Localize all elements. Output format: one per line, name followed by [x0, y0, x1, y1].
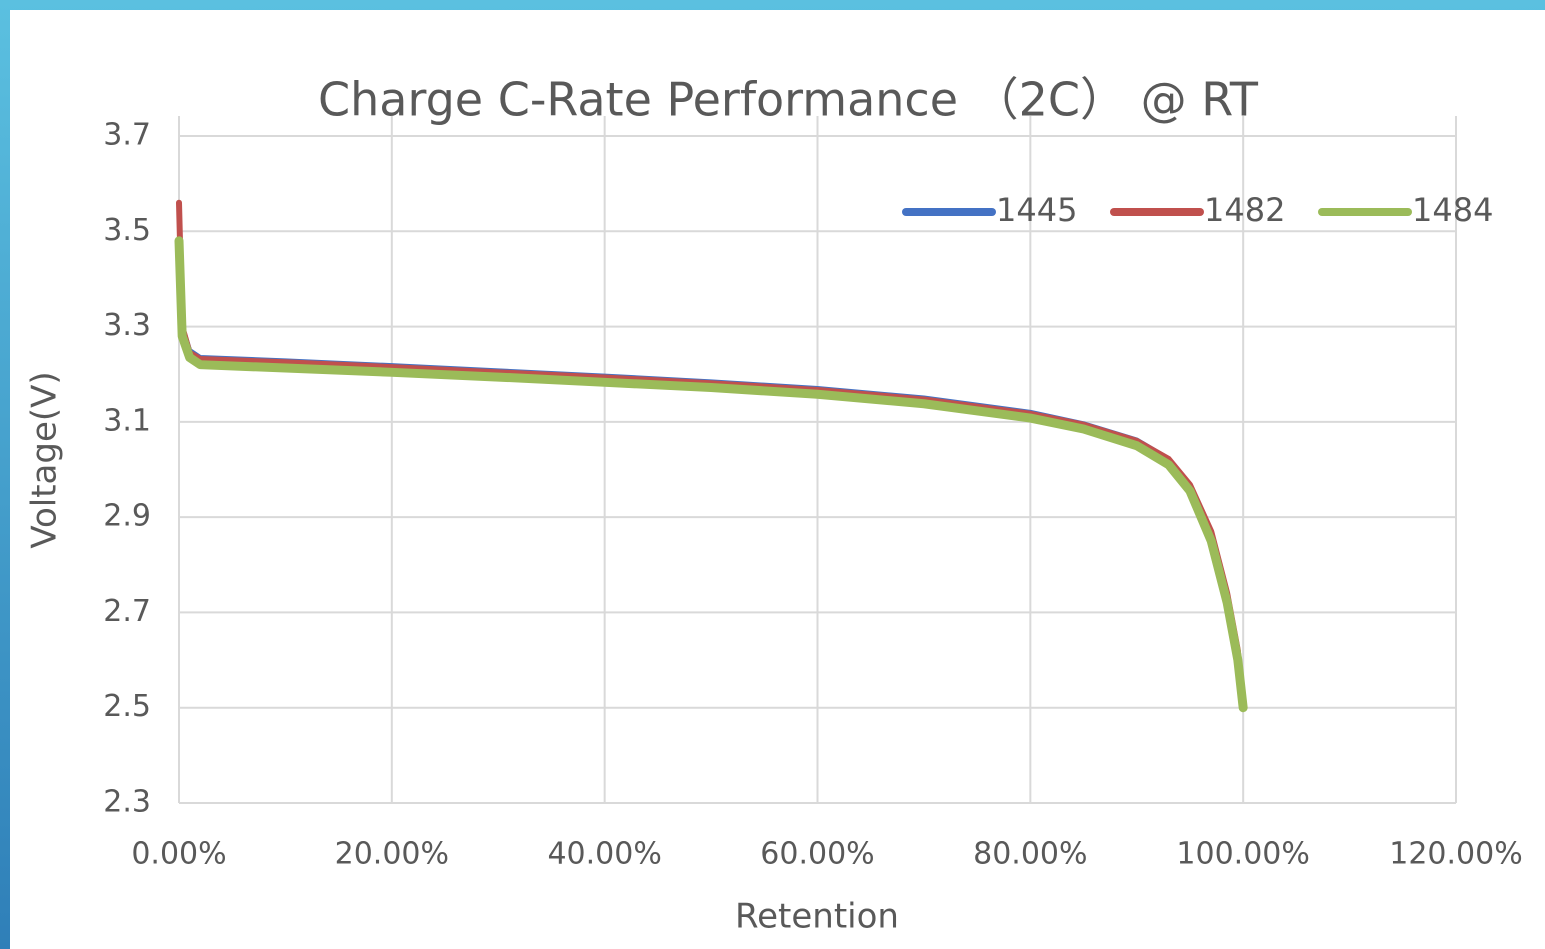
y-tick-label: 2.9 — [103, 499, 151, 534]
x-tick-label: 80.00% — [973, 837, 1087, 872]
y-tick-label: 3.1 — [103, 403, 151, 438]
y-tick-label: 2.3 — [103, 785, 151, 820]
x-tick-label: 0.00% — [131, 837, 226, 872]
y-tick-label: 2.7 — [103, 594, 151, 629]
y-tick-label: 2.5 — [103, 689, 151, 724]
chart-background — [10, 10, 1545, 949]
legend-label: 1445 — [996, 191, 1077, 229]
y-axis-title: Voltage(V) — [25, 371, 65, 548]
x-tick-label: 60.00% — [760, 837, 874, 872]
chart-title: Charge C-Rate Performance （2C） @ RT — [318, 73, 1259, 127]
x-tick-label: 20.00% — [335, 837, 449, 872]
legend-label: 1484 — [1412, 191, 1493, 229]
x-axis-title: Retention — [735, 897, 899, 937]
x-tick-label: 120.00% — [1389, 837, 1522, 872]
series-line — [174, 236, 1248, 713]
x-tick-label: 100.00% — [1176, 837, 1309, 872]
lines — [174, 199, 1248, 713]
x-tick-label: 40.00% — [547, 837, 661, 872]
y-tick-label: 3.5 — [103, 213, 151, 248]
y-tick-label: 3.7 — [103, 118, 151, 153]
y-tick-label: 3.3 — [103, 308, 151, 343]
legend-label: 1482 — [1204, 191, 1285, 229]
